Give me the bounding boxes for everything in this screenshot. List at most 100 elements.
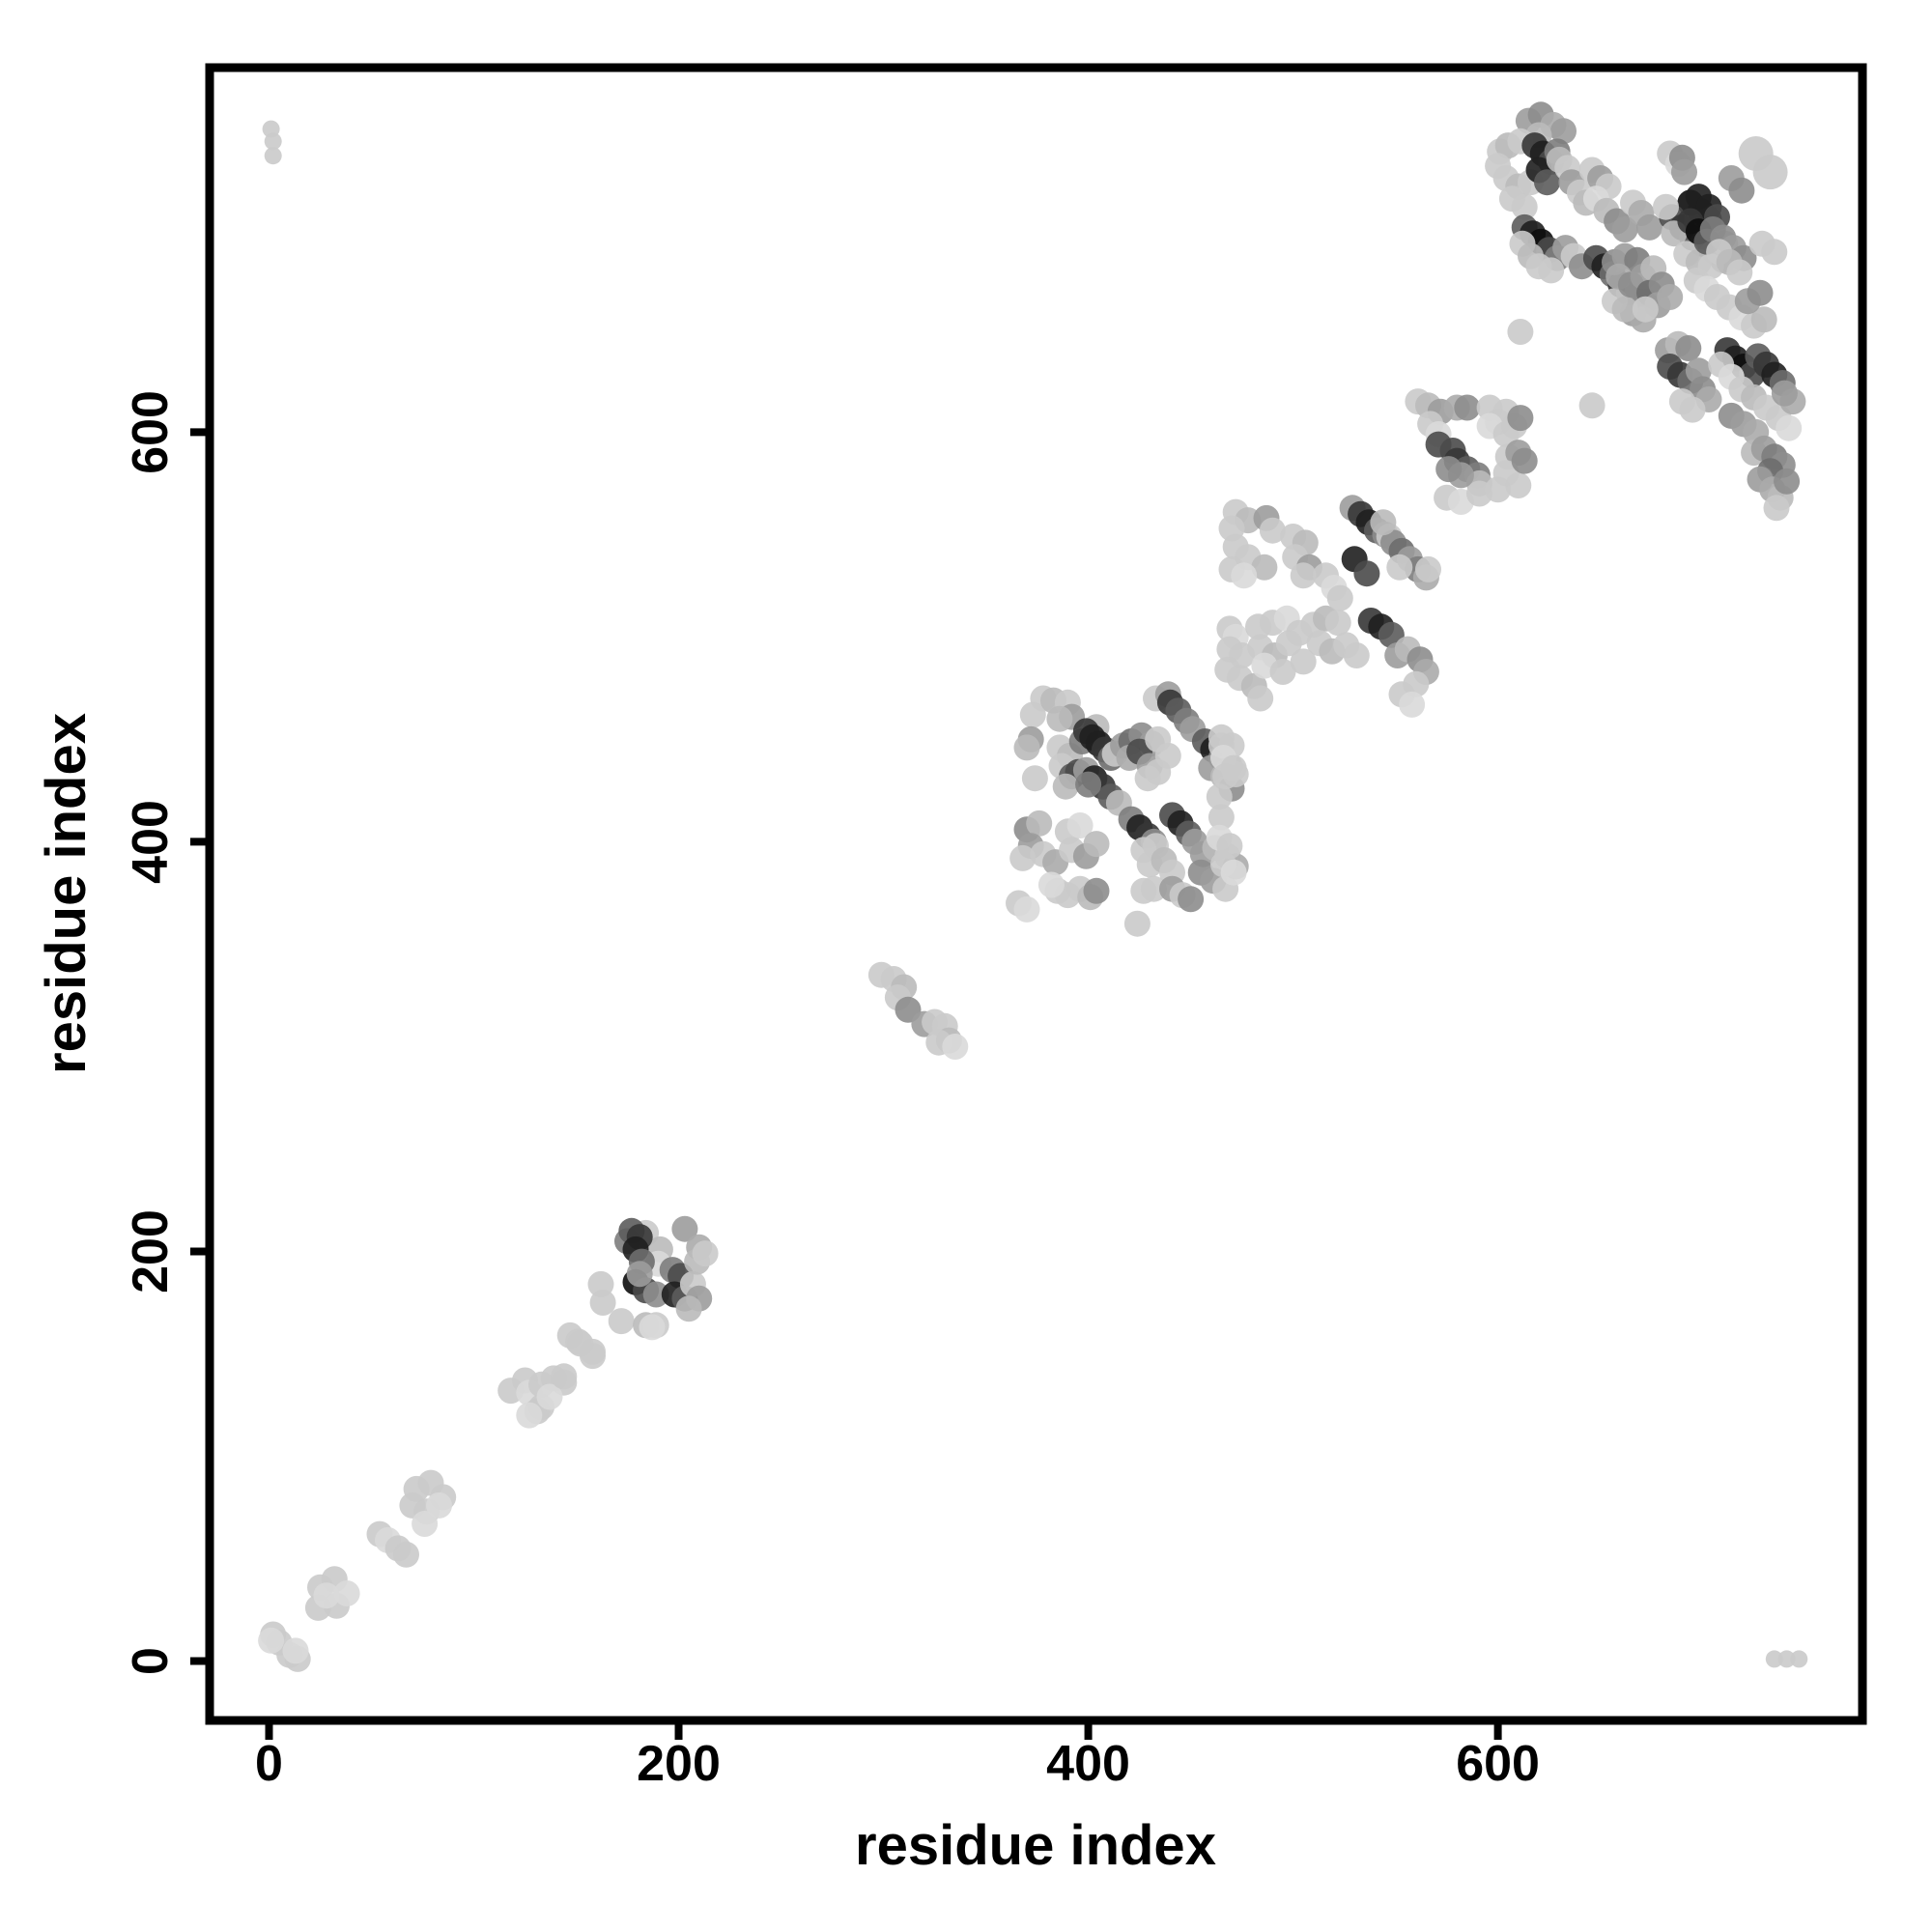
y-tick-label: 400 xyxy=(123,800,179,884)
data-point xyxy=(1763,495,1790,522)
data-point xyxy=(1290,648,1317,675)
data-point xyxy=(1611,296,1638,323)
data-point xyxy=(426,1492,452,1519)
x-axis-ticks: 0 200 400 600 xyxy=(255,1720,1540,1792)
data-point xyxy=(1747,279,1774,306)
data-point xyxy=(1765,1650,1783,1668)
data-point xyxy=(1251,554,1278,581)
data-point xyxy=(1505,472,1532,498)
data-point xyxy=(1671,158,1697,185)
data-point xyxy=(1343,642,1370,668)
data-point xyxy=(1021,765,1048,792)
data-point xyxy=(1632,296,1659,323)
x-tick-label: 200 xyxy=(637,1736,721,1792)
data-point xyxy=(1679,396,1706,423)
data-point xyxy=(1538,257,1565,284)
data-point xyxy=(1761,239,1788,266)
data-point xyxy=(580,1343,606,1370)
data-point xyxy=(1534,169,1560,196)
data-point xyxy=(1454,394,1481,421)
data-point xyxy=(1212,763,1239,790)
data-point xyxy=(1324,610,1351,637)
data-point xyxy=(282,1637,309,1664)
y-axis-ticks: 0 200 400 600 xyxy=(123,390,210,1675)
y-tick-label: 0 xyxy=(123,1647,179,1675)
data-point xyxy=(1790,1650,1808,1668)
x-tick-label: 400 xyxy=(1046,1736,1130,1792)
data-point xyxy=(1726,259,1753,286)
data-point xyxy=(1415,555,1441,582)
data-point xyxy=(1675,335,1702,361)
data-point xyxy=(639,1314,666,1341)
x-tick-label: 600 xyxy=(1456,1736,1540,1792)
data-point xyxy=(1269,659,1296,685)
plot-frame xyxy=(205,63,1867,1725)
data-point xyxy=(1046,705,1073,732)
data-point xyxy=(1507,319,1534,345)
data-point xyxy=(1123,910,1151,937)
data-point xyxy=(1386,554,1413,581)
data-point xyxy=(942,1034,969,1060)
data-point xyxy=(642,1281,669,1308)
data-point xyxy=(516,1402,543,1429)
data-point xyxy=(1247,685,1274,712)
data-point xyxy=(1140,875,1167,902)
data-point xyxy=(1083,831,1110,858)
data-point xyxy=(1507,405,1534,432)
data-point xyxy=(264,147,282,165)
data-point xyxy=(1026,810,1053,837)
data-point xyxy=(551,1363,578,1390)
data-point xyxy=(536,1383,563,1410)
x-tick-label: 0 xyxy=(255,1736,283,1792)
data-point xyxy=(1774,468,1801,495)
data-point xyxy=(264,132,282,151)
data-point xyxy=(675,1295,702,1322)
data-point xyxy=(608,1308,635,1335)
data-point xyxy=(1511,193,1538,220)
y-tick-label: 600 xyxy=(123,390,179,474)
data-point xyxy=(313,1582,340,1609)
data-points-layer xyxy=(258,101,1808,1672)
data-point xyxy=(1231,562,1258,589)
data-point xyxy=(626,1261,653,1288)
data-point xyxy=(1066,812,1094,838)
data-point xyxy=(1657,284,1684,310)
data-point xyxy=(1653,193,1679,220)
data-point xyxy=(1326,584,1353,611)
data-point xyxy=(1259,517,1286,544)
data-point xyxy=(589,1290,616,1316)
data-point xyxy=(1777,1650,1796,1668)
data-point xyxy=(1013,734,1040,761)
data-point xyxy=(1728,177,1755,204)
data-point xyxy=(1435,456,1463,483)
data-point xyxy=(1013,895,1040,923)
data-point xyxy=(1511,447,1538,474)
data-point xyxy=(1578,392,1605,419)
data-point xyxy=(1353,560,1380,587)
data-point xyxy=(1220,859,1247,886)
data-point xyxy=(1134,765,1161,792)
data-point xyxy=(1550,118,1577,145)
data-point xyxy=(1776,414,1803,441)
data-point xyxy=(1075,771,1102,798)
data-point xyxy=(1178,886,1205,913)
data-point xyxy=(412,1511,439,1537)
data-point xyxy=(333,1580,360,1606)
data-point xyxy=(1399,691,1426,718)
data-point xyxy=(393,1541,419,1568)
data-point xyxy=(258,1627,285,1654)
data-point xyxy=(1636,213,1662,241)
data-point xyxy=(1206,783,1233,810)
data-point xyxy=(1290,562,1317,589)
data-point xyxy=(1370,509,1397,536)
data-point xyxy=(1052,773,1079,800)
data-point xyxy=(1009,844,1037,871)
data-point xyxy=(1750,306,1777,333)
data-point xyxy=(1611,216,1638,242)
data-point xyxy=(1083,877,1110,904)
x-axis-label: residue index xyxy=(855,1814,1216,1877)
data-point xyxy=(1771,380,1798,407)
y-axis-label: residue index xyxy=(35,713,98,1074)
